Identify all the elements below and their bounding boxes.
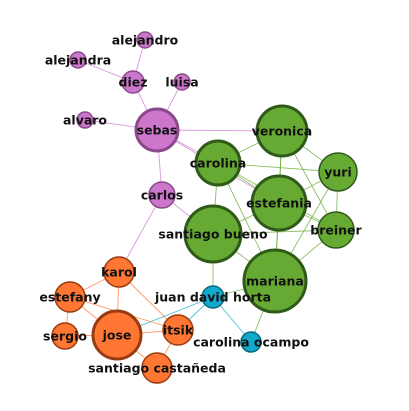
- node-santiago_castaneda[interactable]: [141, 352, 173, 384]
- node-label-breiner: breiner: [310, 223, 362, 238]
- node-label-santiago_castaneda: santiago castañeda: [88, 361, 226, 376]
- node-alejandro[interactable]: [136, 31, 154, 49]
- node-alvaro[interactable]: [76, 111, 94, 129]
- node-yuri[interactable]: [318, 152, 358, 192]
- node-label-mariana: mariana: [246, 274, 304, 289]
- node-layer: [51, 31, 358, 384]
- node-carolina[interactable]: [194, 139, 242, 187]
- node-label-veronica: veronica: [252, 124, 312, 139]
- node-label-alejandro: alejandro: [112, 33, 179, 48]
- node-jose[interactable]: [91, 309, 143, 361]
- node-juan_david_horta[interactable]: [201, 285, 225, 309]
- node-label-alvaro: alvaro: [63, 113, 107, 128]
- node-karol[interactable]: [103, 256, 135, 288]
- node-label-estefany: estefany: [39, 290, 100, 305]
- node-label-yuri: yuri: [324, 165, 352, 180]
- node-label-itsik: itsik: [163, 323, 194, 338]
- node-label-carlos: carlos: [141, 188, 183, 203]
- node-breiner[interactable]: [317, 211, 355, 249]
- node-label-alejandra: alejandra: [45, 53, 111, 68]
- node-label-santiago_bueno: santiago bueno: [158, 227, 268, 242]
- node-carolina_ocampo[interactable]: [240, 331, 262, 353]
- node-label-carolina: carolina: [190, 156, 247, 171]
- node-label-sergio: sergio: [43, 329, 87, 344]
- node-mariana[interactable]: [242, 248, 308, 314]
- node-label-jose: jose: [102, 328, 132, 343]
- node-luisa[interactable]: [173, 73, 191, 91]
- node-label-diez: diez: [119, 75, 148, 90]
- node-alejandra[interactable]: [69, 51, 87, 69]
- node-label-karol: karol: [101, 265, 137, 280]
- node-itsik[interactable]: [162, 314, 194, 346]
- node-estefania[interactable]: [250, 174, 308, 232]
- node-santiago_bueno[interactable]: [183, 204, 243, 264]
- node-sebas[interactable]: [134, 107, 180, 153]
- node-label-estefania: estefania: [246, 196, 312, 211]
- node-sergio[interactable]: [51, 322, 79, 350]
- node-label-sebas: sebas: [137, 123, 178, 138]
- node-label-luisa: luisa: [165, 75, 198, 90]
- node-diez[interactable]: [121, 70, 145, 94]
- node-veronica[interactable]: [255, 104, 309, 158]
- node-label-juan_david_horta: juan david horta: [154, 290, 271, 305]
- node-estefany[interactable]: [54, 281, 86, 313]
- node-label-carolina_ocampo: carolina ocampo: [193, 335, 309, 350]
- node-carlos[interactable]: [148, 181, 176, 209]
